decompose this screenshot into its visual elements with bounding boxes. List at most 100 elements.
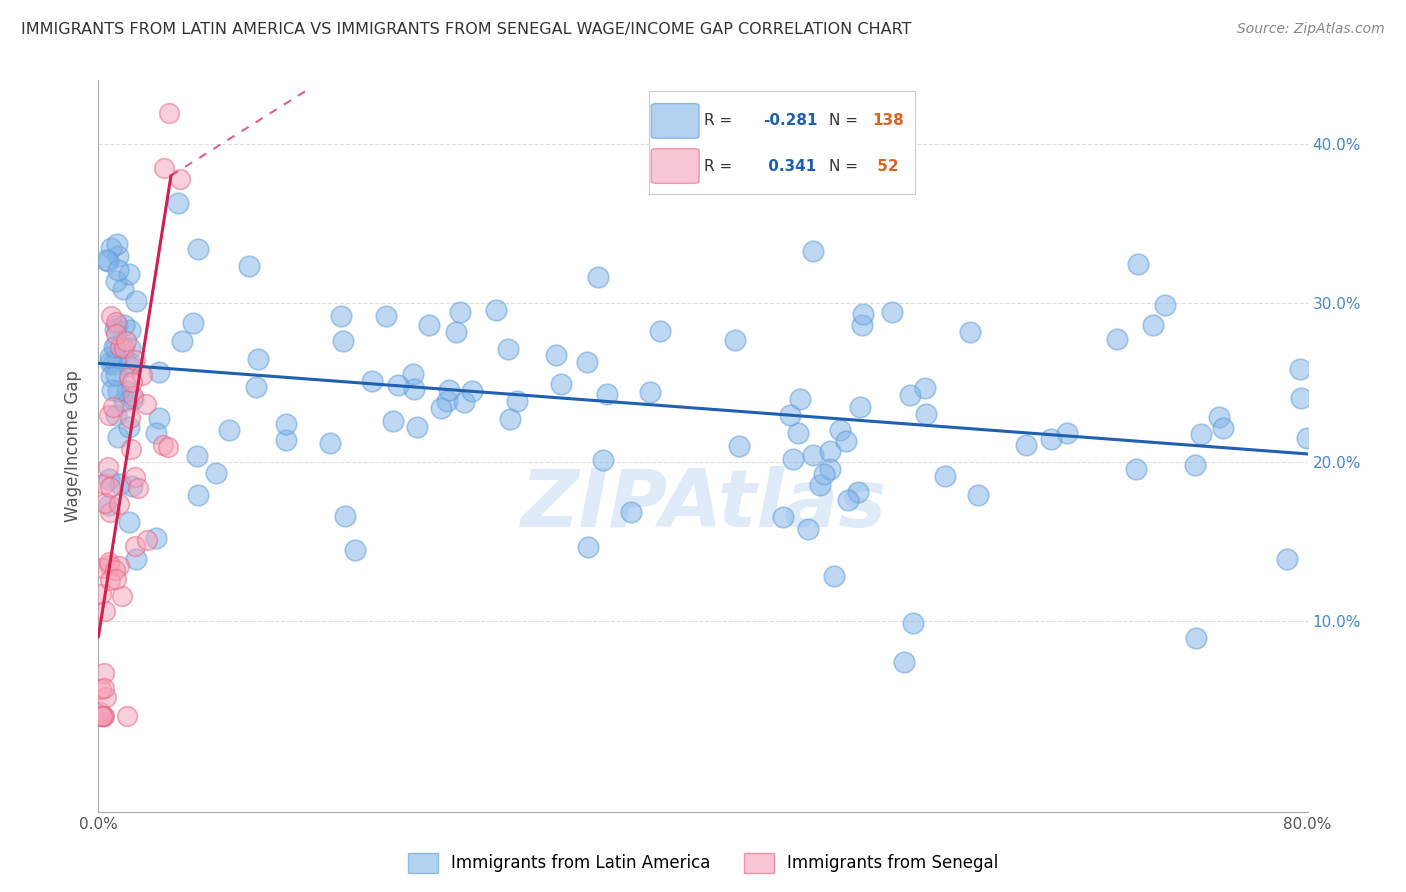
Point [93, 681, 115, 695]
Point [104, 368, 127, 382]
Point [107, 249, 129, 263]
Point [274, 433, 297, 447]
Point [124, 470, 146, 484]
Point [148, 365, 170, 379]
Point [93, 496, 115, 510]
Point [246, 351, 269, 366]
Point [124, 294, 146, 309]
Point [437, 384, 460, 398]
Point [818, 462, 841, 476]
Point [402, 383, 425, 397]
Point [135, 533, 157, 547]
Point [779, 408, 801, 422]
Legend: Immigrants from Latin America, Immigrants from Senegal: Immigrants from Latin America, Immigrant… [401, 847, 1005, 880]
Point [797, 522, 820, 536]
Point [111, 282, 134, 296]
Point [89, 709, 111, 723]
Point [93, 476, 115, 491]
Point [430, 401, 453, 415]
Point [153, 161, 176, 175]
Point [135, 397, 157, 411]
Point [91, 709, 114, 723]
Point [98, 573, 121, 587]
Point [115, 709, 138, 723]
Point [118, 516, 141, 530]
Point [118, 267, 141, 281]
Point [835, 434, 858, 448]
Point [818, 444, 841, 458]
Point [772, 509, 794, 524]
Point [460, 384, 482, 399]
Point [274, 417, 297, 431]
Point [145, 425, 167, 440]
Point [97, 558, 120, 573]
Point [1277, 552, 1299, 566]
Point [105, 351, 128, 365]
Point [319, 435, 342, 450]
Point [1142, 318, 1164, 333]
Point [485, 302, 508, 317]
Point [453, 395, 475, 409]
Point [105, 318, 128, 332]
Point [1105, 332, 1128, 346]
Point [169, 172, 191, 186]
Point [620, 505, 643, 519]
Point [893, 655, 915, 669]
Point [98, 480, 121, 494]
Point [170, 334, 193, 348]
Point [801, 448, 824, 462]
Point [382, 413, 405, 427]
Point [104, 563, 127, 577]
Point [498, 412, 520, 426]
Point [496, 343, 519, 357]
Point [111, 589, 134, 603]
Point [187, 243, 209, 257]
Point [100, 369, 122, 384]
Point [406, 419, 429, 434]
Point [851, 318, 873, 332]
Point [1126, 257, 1149, 271]
Point [801, 244, 824, 258]
Point [727, 439, 749, 453]
Point [124, 353, 146, 368]
Point [97, 460, 120, 475]
Point [121, 392, 143, 407]
Text: IMMIGRANTS FROM LATIN AMERICA VS IMMIGRANTS FROM SENEGAL WAGE/INCOME GAP CORRELA: IMMIGRANTS FROM LATIN AMERICA VS IMMIGRA… [21, 22, 911, 37]
Point [914, 407, 936, 421]
Point [238, 259, 260, 273]
Point [108, 477, 131, 491]
Point [401, 367, 423, 381]
Point [1040, 432, 1063, 446]
Point [91, 709, 114, 723]
Point [1212, 421, 1234, 435]
Point [846, 484, 869, 499]
Point [959, 325, 981, 339]
Point [97, 555, 120, 569]
Point [813, 467, 835, 482]
Point [934, 468, 956, 483]
Point [112, 341, 135, 355]
Point [108, 497, 131, 511]
Point [93, 666, 115, 681]
Point [118, 323, 141, 337]
Point [112, 318, 135, 332]
Point [789, 392, 811, 406]
Point [118, 370, 141, 384]
Point [107, 559, 129, 574]
Point [156, 440, 179, 454]
Point [387, 377, 409, 392]
Point [97, 408, 120, 422]
Point [550, 377, 572, 392]
Point [118, 356, 141, 370]
Point [107, 263, 129, 277]
Point [575, 355, 598, 369]
Point [118, 359, 141, 373]
Point [782, 452, 804, 467]
Point [105, 314, 128, 328]
Point [93, 709, 115, 723]
Point [1296, 431, 1319, 445]
Point [837, 492, 859, 507]
Point [576, 540, 599, 554]
Point [361, 374, 384, 388]
Point [544, 348, 567, 362]
